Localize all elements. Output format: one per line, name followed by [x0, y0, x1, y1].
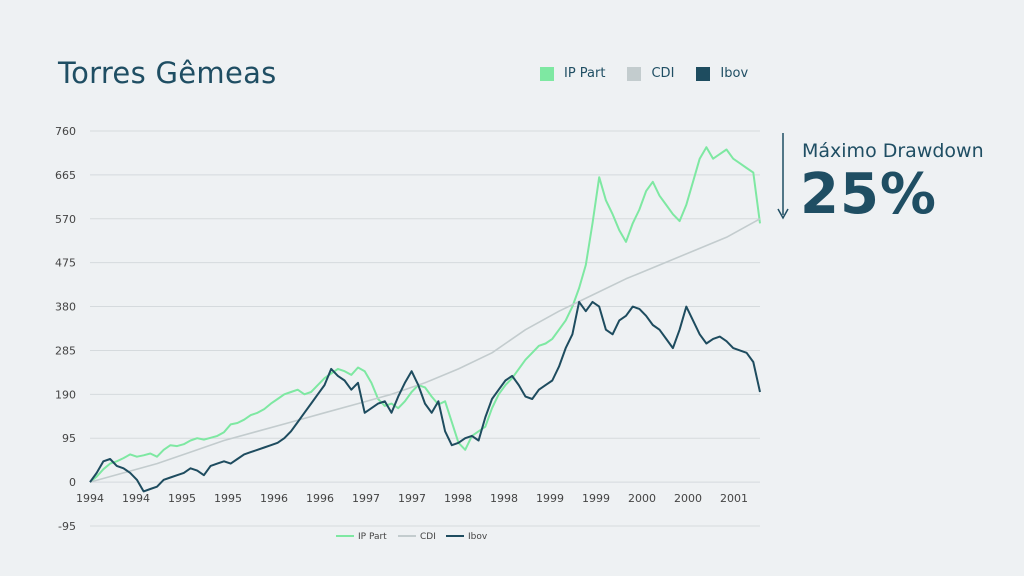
series-line-ip-part: [89, 146, 761, 483]
bottom-legend-label: CDI: [420, 532, 436, 542]
y-axis: 760 665 570 475 380 285 190 95 0 -95: [55, 125, 76, 533]
legend-label-cdi: CDI: [651, 66, 675, 81]
chart-series: [89, 146, 761, 493]
x-tick-label: 1997: [352, 492, 380, 505]
x-tick-label: 1999: [582, 492, 610, 505]
bottom-legend-label: IP Part: [358, 532, 387, 542]
y-tick-label: 0: [69, 476, 76, 489]
x-tick-label: 1998: [490, 492, 518, 505]
series-line-cdi: [89, 218, 761, 483]
y-tick-label: 760: [55, 125, 76, 138]
y-tick-label: 665: [55, 169, 76, 182]
legend-swatch-ip-part: [540, 66, 554, 81]
legend-label-ibov: Ibov: [720, 66, 749, 81]
page-title: Torres Gêmeas: [58, 56, 277, 90]
bottom-legend: IP Part CDI Ibov: [336, 532, 488, 542]
drawdown-arrow-icon: [777, 133, 789, 220]
legend-swatch-ibov: [696, 66, 711, 81]
x-tick-label: 1994: [122, 492, 150, 505]
y-tick-label: 190: [55, 388, 76, 401]
y-tick-label: 285: [55, 344, 76, 357]
x-tick-label: 2000: [628, 492, 656, 505]
y-tick-label: 475: [55, 257, 76, 270]
drawdown-label: Máximo Drawdown: [802, 140, 984, 162]
x-tick-label: 1994: [76, 492, 104, 505]
x-axis: 1994 1994 1995 1995 1996 1996 1997 1997 1998 1998…: [76, 492, 748, 505]
legend-label-ip-part: IP Part: [564, 66, 606, 81]
legend-item-ibov: Ibov: [696, 66, 748, 81]
series-line-ibov: [89, 300, 761, 493]
y-tick-label: 570: [55, 213, 76, 226]
y-tick-label: -95: [58, 520, 76, 533]
y-tick-label: 95: [62, 432, 76, 445]
x-tick-label: 1996: [306, 492, 334, 505]
x-tick-label: 2000: [674, 492, 702, 505]
x-tick-label: 2001: [720, 492, 748, 505]
legend-item-ip-part: IP Part: [540, 66, 605, 81]
x-tick-label: 1995: [214, 492, 242, 505]
x-tick-label: 1995: [168, 492, 196, 505]
legend-swatch-cdi: [627, 66, 642, 81]
drawdown-value: 25%: [800, 162, 938, 227]
legend-item-cdi: CDI: [627, 66, 674, 81]
x-tick-label: 1996: [260, 492, 288, 505]
x-tick-label: 1997: [398, 492, 426, 505]
bottom-legend-label: Ibov: [468, 532, 488, 542]
x-tick-label: 1998: [444, 492, 472, 505]
chart-grid: [90, 130, 760, 527]
top-legend: IP Part CDI Ibov: [540, 66, 748, 81]
x-tick-label: 1999: [536, 492, 564, 505]
y-tick-label: 380: [55, 301, 76, 314]
